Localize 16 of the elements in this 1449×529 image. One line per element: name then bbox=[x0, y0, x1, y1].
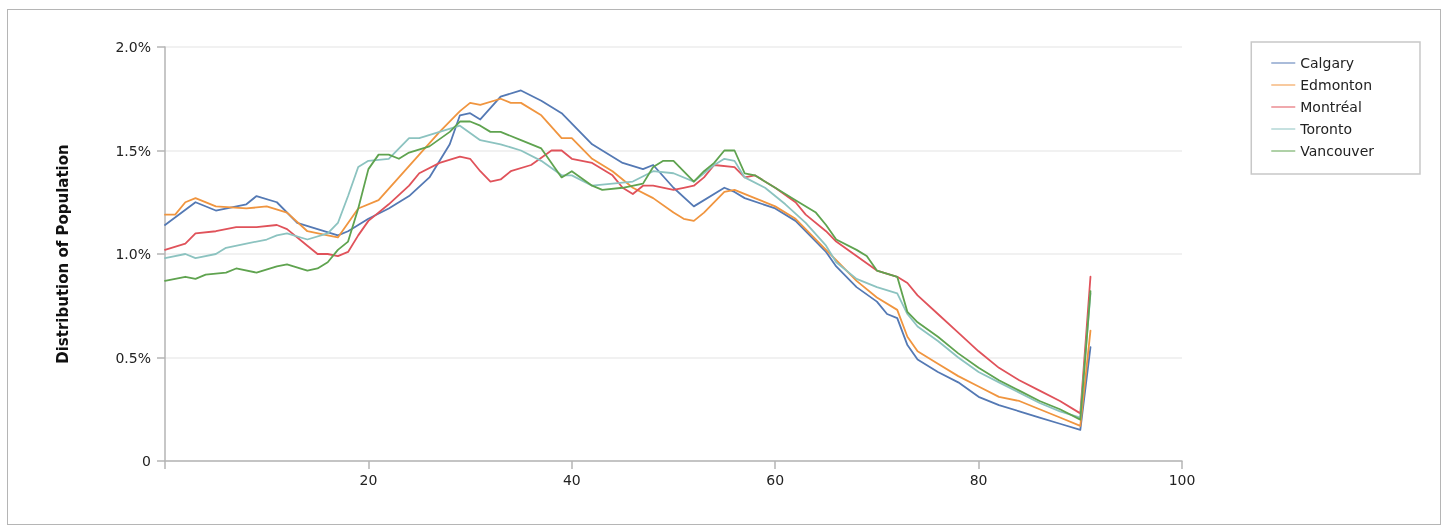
legend-label: Vancouver bbox=[1300, 143, 1375, 159]
x-tick-label: 60 bbox=[766, 472, 785, 488]
y-tick-label: 0.5% bbox=[115, 349, 151, 366]
legend-label: Calgary bbox=[1300, 55, 1355, 71]
x-tick-label: 40 bbox=[562, 472, 581, 488]
x-tick-label: 100 bbox=[1168, 472, 1196, 488]
x-tick-label: 80 bbox=[969, 472, 988, 488]
legend-label: Montréal bbox=[1300, 99, 1362, 115]
y-tick-label: 1.5% bbox=[115, 142, 151, 159]
y-axis-title: Distribution of Population bbox=[53, 144, 72, 364]
y-tick-label: 0 bbox=[142, 453, 151, 469]
legend-label: Edmonton bbox=[1300, 77, 1373, 93]
legend-label: Toronto bbox=[1299, 121, 1352, 137]
x-tick-label: 20 bbox=[359, 472, 378, 488]
y-tick-label: 1.0% bbox=[115, 246, 151, 262]
y-tick-label: 2.0% bbox=[115, 39, 151, 55]
